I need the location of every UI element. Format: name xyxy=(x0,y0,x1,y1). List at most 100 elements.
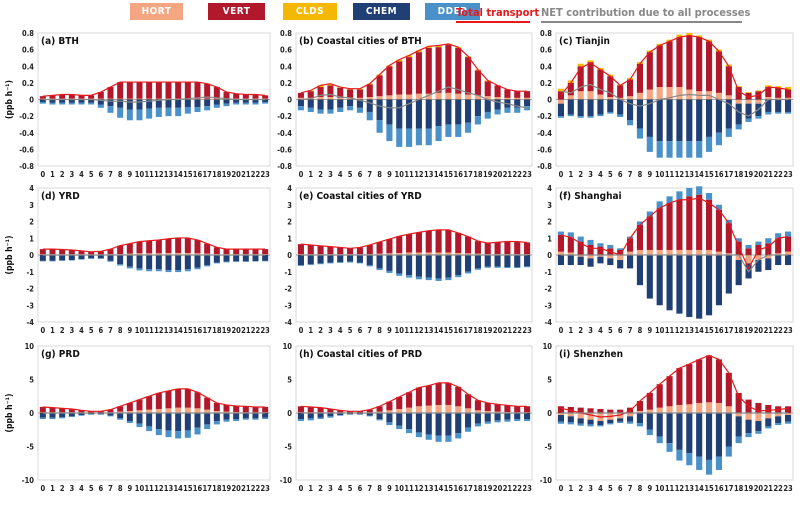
bar-chem xyxy=(696,255,703,319)
bar-vert xyxy=(117,406,124,412)
bar-chem xyxy=(297,255,304,266)
bar-vert xyxy=(88,251,95,255)
bar-hort xyxy=(474,253,481,255)
bar-chem xyxy=(262,99,269,102)
bar-vert xyxy=(514,241,521,255)
bar-ddep xyxy=(376,268,383,271)
bar-chem xyxy=(307,99,314,108)
bar-vert xyxy=(785,89,792,98)
bar-chem xyxy=(59,255,66,261)
x-tick-label: 10 xyxy=(655,326,665,335)
bar-ddep xyxy=(455,433,462,439)
y-tick-label: -5 xyxy=(285,443,293,452)
x-tick-label: 0 xyxy=(559,484,564,493)
bar-chem xyxy=(68,255,75,261)
x-tick-label: 0 xyxy=(40,170,45,179)
x-tick-label: 22 xyxy=(513,326,523,335)
x-tick-label: 16 xyxy=(193,484,203,493)
bar-ddep xyxy=(337,262,344,263)
bar-ddep xyxy=(607,111,614,114)
x-tick-label: 9 xyxy=(387,484,392,493)
bar-ddep xyxy=(88,102,95,105)
bar-vert xyxy=(696,37,703,92)
bar-vert xyxy=(435,229,442,253)
bar-vert xyxy=(617,249,624,255)
x-tick-label: 8 xyxy=(638,326,643,335)
y-tick-label: 0.6 xyxy=(540,46,552,55)
bar-hort xyxy=(337,97,344,100)
bar-chem xyxy=(484,99,491,112)
bar-hort xyxy=(406,407,413,413)
x-tick-label: 14 xyxy=(694,484,704,493)
bar-vert xyxy=(646,52,653,90)
x-tick-label: 0 xyxy=(299,484,304,493)
bar-hort xyxy=(636,249,643,255)
bar-chem xyxy=(755,260,762,272)
bar-vert xyxy=(725,223,732,254)
bar-vert xyxy=(406,392,413,408)
bar-vert xyxy=(567,82,574,96)
bar-vert xyxy=(68,408,75,413)
legend-chem: CHEM xyxy=(353,3,410,20)
bar-ddep xyxy=(435,126,442,142)
bar-chem xyxy=(735,260,742,286)
bar-hort xyxy=(504,97,511,100)
bar-vert xyxy=(745,248,752,255)
x-tick-label: 5 xyxy=(608,326,613,335)
bar-hort xyxy=(666,87,673,100)
bar-vert xyxy=(666,376,673,407)
bar-ddep xyxy=(242,102,249,105)
bar-chem xyxy=(745,103,752,119)
x-tick-label: 19 xyxy=(744,484,754,493)
bar-vert xyxy=(745,92,752,100)
x-tick-label: 17 xyxy=(202,326,212,335)
bar-vert xyxy=(39,406,46,413)
panel-title: (h) Coastal cities of PRD xyxy=(299,349,422,360)
legend-ddep: DDEP xyxy=(425,3,480,20)
y-tick-label: 4 xyxy=(29,184,34,193)
bar-ddep xyxy=(194,267,201,270)
bar-vert xyxy=(233,405,240,412)
x-tick-label: 20 xyxy=(493,326,503,335)
bar-chem xyxy=(146,99,153,109)
bar-vert xyxy=(223,404,230,412)
bar-vert xyxy=(474,400,481,411)
x-tick-label: 18 xyxy=(734,484,744,493)
bar-ddep xyxy=(577,423,584,426)
bar-ddep xyxy=(775,423,782,426)
bar-hort xyxy=(213,98,220,100)
bar-chem xyxy=(567,99,574,115)
x-tick-label: 8 xyxy=(118,170,123,179)
bar-chem xyxy=(184,255,191,270)
total-transport-line xyxy=(42,388,266,412)
bar-vert xyxy=(146,396,153,410)
bar-ddep xyxy=(204,424,211,430)
bar-chem xyxy=(165,413,172,431)
panel-title: (i) Shenzhen xyxy=(559,349,623,360)
bar-ddep xyxy=(49,260,56,262)
bar-vert xyxy=(597,69,604,95)
bar-vert xyxy=(627,79,634,97)
bar-vert xyxy=(223,92,230,99)
bar-vert xyxy=(146,82,153,99)
x-tick-label: 0 xyxy=(40,484,45,493)
bar-ddep xyxy=(78,259,85,260)
y-tick-label: -1 xyxy=(285,268,293,277)
bar-ddep xyxy=(607,244,614,249)
bar-clds xyxy=(607,74,614,77)
bar-chem xyxy=(97,413,104,415)
bar-chem xyxy=(785,255,792,266)
bar-chem xyxy=(425,255,432,278)
bar-chem xyxy=(204,413,211,425)
bar-clds xyxy=(755,90,762,92)
bar-vert xyxy=(474,70,481,96)
bar-vert xyxy=(425,47,432,94)
bar-ddep xyxy=(425,277,432,281)
bar-chem xyxy=(435,413,442,436)
x-tick-label: 11 xyxy=(665,484,675,493)
bar-chem xyxy=(223,99,230,104)
bar-ddep xyxy=(406,429,413,434)
bar-chem xyxy=(317,255,324,264)
x-tick-label: 15 xyxy=(704,326,714,335)
bar-vert xyxy=(455,47,462,94)
